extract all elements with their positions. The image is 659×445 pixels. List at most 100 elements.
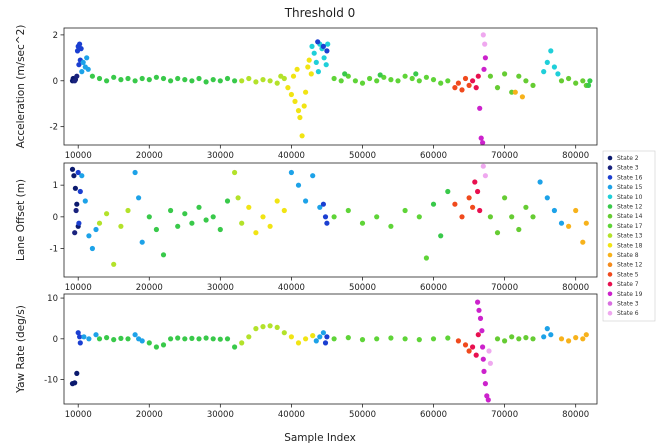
data-point (132, 332, 138, 338)
data-point (305, 64, 311, 70)
legend-item: State 17 (607, 223, 643, 230)
y-tick-label: 0 (53, 77, 58, 87)
data-point (146, 77, 152, 83)
data-point (260, 324, 266, 330)
data-point (203, 79, 209, 85)
data-point (367, 75, 373, 82)
panel-yaw_rate: 10000 20000 30000 40000 50000 60000 70000 80000… (15, 293, 598, 420)
data-point (235, 195, 241, 201)
data-point (475, 299, 481, 305)
data-point (217, 78, 223, 84)
data-point (196, 75, 202, 82)
data-point (566, 223, 572, 229)
data-point (352, 78, 358, 84)
data-point (79, 173, 85, 179)
data-point (566, 75, 572, 82)
legend-marker (607, 272, 613, 277)
data-point (482, 41, 488, 47)
data-point (288, 169, 294, 176)
y-axis-label: Lane Offset (m) (15, 179, 27, 261)
data-point (388, 223, 394, 229)
data-point (253, 79, 259, 85)
data-point (274, 80, 280, 86)
data-point (253, 326, 259, 332)
x-tick-label: 40000 (278, 410, 305, 420)
data-point (77, 188, 83, 195)
data-point (445, 78, 451, 84)
data-point (303, 336, 309, 342)
data-point (111, 261, 117, 267)
data-point (309, 43, 315, 50)
x-tick-label: 10000 (65, 410, 92, 420)
y-tick-label: 0 (53, 213, 58, 223)
data-point (84, 55, 90, 61)
x-tick-label: 20000 (136, 151, 163, 161)
legend-marker (607, 184, 613, 190)
data-point (310, 173, 316, 179)
data-point (74, 201, 80, 207)
legend-label: State 10 (617, 194, 643, 201)
legend-marker (607, 262, 613, 268)
legend-label: State 12 (617, 262, 643, 269)
data-point (477, 105, 483, 111)
data-point (502, 195, 508, 201)
data-point (573, 335, 579, 341)
data-point (311, 50, 317, 56)
data-point (281, 207, 287, 214)
legend-item: State 12 (607, 262, 643, 269)
data-point (409, 75, 415, 82)
data-point (494, 336, 501, 342)
data-point (189, 78, 195, 84)
data-points (69, 299, 589, 403)
data-point (146, 340, 152, 346)
data-point (482, 173, 488, 179)
data-point (274, 198, 280, 204)
data-point (445, 188, 451, 195)
data-point (168, 78, 174, 84)
data-point (313, 338, 319, 344)
data-point (160, 75, 167, 82)
data-point (168, 336, 174, 342)
data-point (77, 340, 83, 346)
data-point (81, 334, 87, 340)
data-point (310, 333, 316, 339)
data-point (203, 335, 209, 341)
legend-label: State 17 (617, 223, 643, 230)
data-point (395, 78, 401, 84)
data-point (139, 75, 145, 82)
data-point (475, 73, 481, 79)
x-tick-label: 80000 (562, 151, 589, 161)
data-point (402, 336, 408, 342)
legend-marker (607, 165, 613, 170)
data-point (239, 78, 245, 84)
x-tick-label: 30000 (207, 151, 234, 161)
y-tick-label: -10 (44, 376, 58, 386)
data-point (445, 335, 451, 341)
legend-label: State 7 (617, 281, 639, 288)
legend-item: State 8 (607, 252, 639, 259)
data-point (388, 77, 394, 83)
data-point (587, 78, 593, 84)
legend-marker (607, 194, 613, 200)
data-point (555, 71, 561, 77)
data-point (104, 211, 110, 217)
data-point (482, 381, 488, 387)
data-point (111, 337, 117, 343)
data-point (487, 360, 493, 366)
x-tick-label: 80000 (562, 410, 589, 420)
data-point (96, 220, 103, 226)
data-point (481, 66, 487, 72)
data-point (72, 230, 78, 236)
data-point (509, 214, 515, 220)
data-point (580, 239, 586, 245)
data-point (315, 39, 321, 45)
data-point (462, 75, 469, 82)
data-point (331, 75, 337, 82)
data-point (388, 335, 394, 341)
data-points (69, 163, 589, 267)
panel-lane_offset: 10000 20000 30000 40000 50000 60000 70000 80000… (15, 162, 598, 293)
data-point (74, 73, 80, 79)
y-tick-label: 10 (47, 294, 58, 304)
data-point (478, 135, 484, 141)
data-point (452, 201, 458, 207)
